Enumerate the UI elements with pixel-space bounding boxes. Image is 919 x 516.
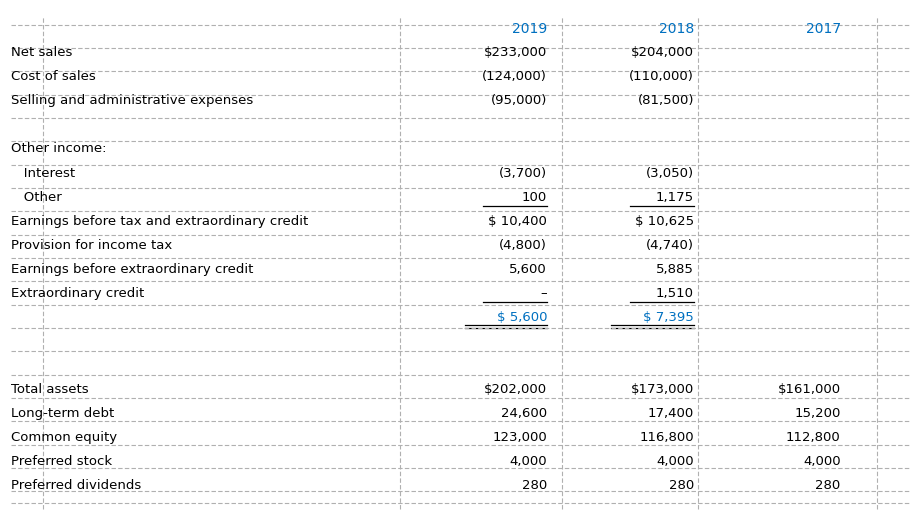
Text: $ 7,395: $ 7,395 <box>642 311 693 324</box>
Text: $ 10,400: $ 10,400 <box>488 215 547 228</box>
Text: Interest: Interest <box>10 167 74 180</box>
Text: Earnings before extraordinary credit: Earnings before extraordinary credit <box>10 263 253 276</box>
Text: 15,200: 15,200 <box>793 407 840 420</box>
Text: $233,000: $233,000 <box>483 46 547 59</box>
Text: 4,000: 4,000 <box>802 455 840 468</box>
Text: Common equity: Common equity <box>10 431 117 444</box>
Text: 17,400: 17,400 <box>647 407 693 420</box>
Text: Provision for income tax: Provision for income tax <box>10 238 172 252</box>
Text: 100: 100 <box>521 190 547 203</box>
Text: 112,800: 112,800 <box>785 431 840 444</box>
Text: 280: 280 <box>521 479 547 492</box>
Text: 2019: 2019 <box>511 22 547 36</box>
Text: $ 10,625: $ 10,625 <box>634 215 693 228</box>
Text: (81,500): (81,500) <box>637 94 693 107</box>
Text: 4,000: 4,000 <box>655 455 693 468</box>
Text: 4,000: 4,000 <box>509 455 547 468</box>
Text: (4,800): (4,800) <box>499 238 547 252</box>
Text: 1,175: 1,175 <box>655 190 693 203</box>
Text: 123,000: 123,000 <box>492 431 547 444</box>
Text: Earnings before tax and extraordinary credit: Earnings before tax and extraordinary cr… <box>10 215 308 228</box>
Text: Extraordinary credit: Extraordinary credit <box>10 287 143 300</box>
Text: (3,050): (3,050) <box>645 167 693 180</box>
Text: 1,510: 1,510 <box>655 287 693 300</box>
Text: 2017: 2017 <box>805 22 840 36</box>
Text: (4,740): (4,740) <box>645 238 693 252</box>
Text: 280: 280 <box>668 479 693 492</box>
Text: $202,000: $202,000 <box>483 383 547 396</box>
Text: Long-term debt: Long-term debt <box>10 407 114 420</box>
Text: (3,700): (3,700) <box>498 167 547 180</box>
Text: Preferred dividends: Preferred dividends <box>10 479 141 492</box>
Text: $ 5,600: $ 5,600 <box>496 311 547 324</box>
Text: Other income:: Other income: <box>10 142 106 155</box>
Text: 24,600: 24,600 <box>501 407 547 420</box>
Text: (95,000): (95,000) <box>490 94 547 107</box>
Text: Selling and administrative expenses: Selling and administrative expenses <box>10 94 253 107</box>
Text: 5,600: 5,600 <box>509 263 547 276</box>
Text: (110,000): (110,000) <box>629 70 693 84</box>
Text: Other: Other <box>10 190 62 203</box>
Text: 116,800: 116,800 <box>639 431 693 444</box>
Text: 5,885: 5,885 <box>655 263 693 276</box>
Text: 2018: 2018 <box>658 22 693 36</box>
Text: Total assets: Total assets <box>10 383 88 396</box>
Text: $204,000: $204,000 <box>630 46 693 59</box>
Text: $161,000: $161,000 <box>777 383 840 396</box>
Text: –: – <box>540 287 547 300</box>
Text: $173,000: $173,000 <box>630 383 693 396</box>
Text: (124,000): (124,000) <box>482 70 547 84</box>
Text: Net sales: Net sales <box>10 46 72 59</box>
Text: Preferred stock: Preferred stock <box>10 455 111 468</box>
Text: Cost of sales: Cost of sales <box>10 70 96 84</box>
Text: 280: 280 <box>814 479 840 492</box>
